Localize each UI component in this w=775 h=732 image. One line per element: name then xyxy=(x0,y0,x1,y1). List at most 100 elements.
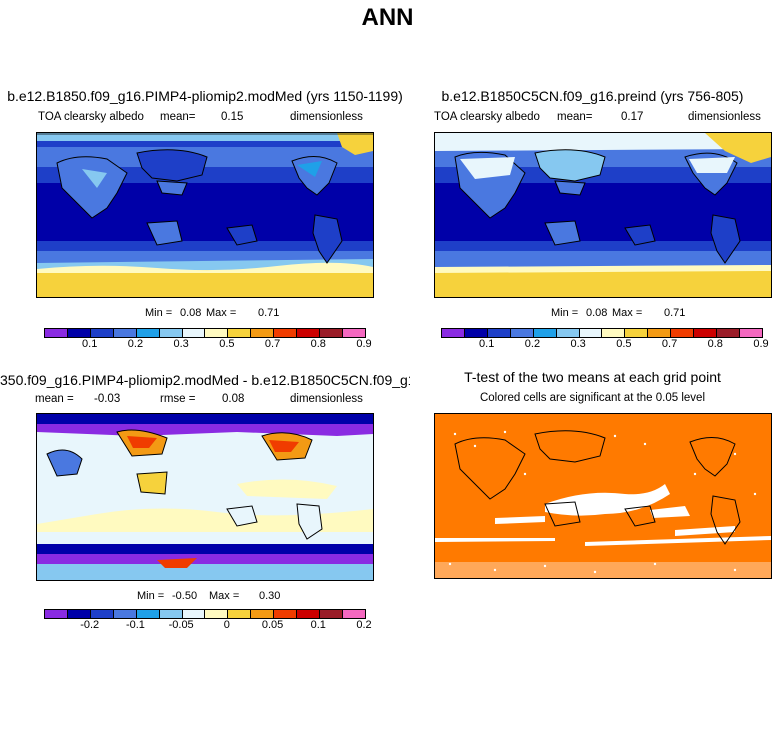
colorbar-swatch xyxy=(182,610,206,618)
panel-3-colorbar xyxy=(44,609,366,619)
colorbar-swatch xyxy=(625,329,649,337)
panel-3-units: dimensionless xyxy=(290,393,363,405)
colorbar-tick-label: 0.1 xyxy=(82,338,98,350)
colorbar-swatch xyxy=(159,329,183,337)
panel-1-units: dimensionless xyxy=(290,111,363,123)
colorbar-swatch xyxy=(579,329,603,337)
colorbar-swatch xyxy=(182,329,206,337)
panel-2-map xyxy=(434,132,772,298)
panel-3-max-label: Max = xyxy=(209,590,240,602)
panel-3-mean-label: mean = xyxy=(35,393,74,405)
colorbar-swatch xyxy=(464,329,488,337)
panel-2-colorbar-ticks: 0.1 0.2 0.3 0.5 0.7 0.8 0.9 xyxy=(441,338,769,352)
colorbar-swatch xyxy=(159,610,183,618)
colorbar-swatch xyxy=(113,610,137,618)
colorbar-swatch xyxy=(442,329,465,337)
panel-1-title: b.e12.B1850.f09_g16.PIMP4-pliomip2.modMe… xyxy=(7,88,403,104)
colorbar-swatch xyxy=(205,329,229,337)
panel-3-min-label: Min = xyxy=(137,590,165,602)
difference-map xyxy=(37,414,373,580)
colorbar-swatch xyxy=(297,329,321,337)
colorbar-swatch xyxy=(717,329,740,337)
albedo-map-1 xyxy=(37,133,373,297)
colorbar-swatch xyxy=(274,610,298,618)
colorbar-swatch xyxy=(67,329,91,337)
colorbar-tick-label: 0.3 xyxy=(173,338,189,350)
panel-2-max: 0.71 xyxy=(664,307,686,319)
colorbar-tick-label: 0.7 xyxy=(661,338,678,350)
colorbar-tick-label: 0.1 xyxy=(310,619,326,631)
colorbar-swatch xyxy=(136,329,160,337)
colorbar-swatch xyxy=(251,329,275,337)
panel-2-min-label: Min = xyxy=(551,307,579,319)
colorbar-swatch xyxy=(320,610,343,618)
colorbar-swatch xyxy=(510,329,534,337)
colorbar-swatch xyxy=(487,329,511,337)
panel-3-rmse-label: rmse = xyxy=(160,393,196,405)
colorbar-tick-label: 0.5 xyxy=(616,338,632,350)
panel-4-map xyxy=(434,413,772,579)
colorbar-swatch xyxy=(45,610,68,618)
colorbar-tick-label: 0.8 xyxy=(310,338,326,350)
colorbar-swatch xyxy=(694,329,718,337)
colorbar-swatch xyxy=(671,329,695,337)
panel-2-colorbar xyxy=(441,328,763,338)
colorbar-swatch xyxy=(90,610,114,618)
colorbar-tick-label: 0.3 xyxy=(570,338,586,350)
panel-1-max: 0.71 xyxy=(258,307,280,319)
panel-1-mean-label: mean= xyxy=(160,111,196,123)
colorbar-tick-label: 0.5 xyxy=(219,338,235,350)
panel-1-mean: 0.15 xyxy=(221,111,244,123)
colorbar-tick-label: 0.1 xyxy=(479,338,495,350)
colorbar-swatch xyxy=(113,329,137,337)
colorbar-swatch xyxy=(228,610,252,618)
colorbar-swatch xyxy=(602,329,626,337)
ttest-significance-map xyxy=(435,414,771,578)
colorbar-swatch xyxy=(297,610,321,618)
panel-3-title: 350.f09_g16.PIMP4-pliomip2.modMed - b.e1… xyxy=(0,372,410,388)
panel-4-subtitle: Colored cells are significant at the 0.0… xyxy=(479,392,705,404)
colorbar-tick-label: 0.2 xyxy=(127,338,144,350)
colorbar-swatch xyxy=(251,610,275,618)
colorbar-swatch xyxy=(739,329,762,337)
colorbar-swatch xyxy=(342,329,365,337)
panel-3-rmse: 0.08 xyxy=(222,393,245,405)
colorbar-tick-label: 0.2 xyxy=(524,338,541,350)
panel-3-max: 0.30 xyxy=(259,590,281,602)
colorbar-tick-label: -0.05 xyxy=(168,619,194,631)
colorbar-swatch xyxy=(228,329,252,337)
colorbar-swatch xyxy=(320,329,343,337)
panel-2-units: dimensionless xyxy=(688,111,761,123)
colorbar-tick-label: 0.7 xyxy=(264,338,281,350)
colorbar-swatch xyxy=(45,329,68,337)
panel-1-max-label: Max = xyxy=(206,307,237,319)
colorbar-tick-label: 0 xyxy=(223,619,230,631)
panel-2-title: b.e12.B1850C5CN.f09_g16.preind (yrs 756-… xyxy=(441,88,744,104)
panel-3-mean: -0.03 xyxy=(94,393,121,405)
colorbar-tick-label: 0.8 xyxy=(707,338,723,350)
panel-2-variable: TOA clearsky albedo xyxy=(434,111,540,123)
colorbar-swatch xyxy=(90,329,114,337)
panel-1-colorbar-ticks: 0.1 0.2 0.3 0.5 0.7 0.8 0.9 xyxy=(44,338,372,352)
panel-2-min: 0.08 xyxy=(586,307,608,319)
colorbar-swatch xyxy=(533,329,557,337)
colorbar-tick-label: 0.9 xyxy=(753,338,769,350)
panel-1-variable: TOA clearsky albedo xyxy=(38,111,144,123)
colorbar-swatch xyxy=(67,610,91,618)
panel-2-mean: 0.17 xyxy=(621,111,644,123)
panel-3-map xyxy=(36,413,374,581)
panel-3-colorbar-ticks: -0.2 -0.1 -0.05 0 0.05 0.1 0.2 xyxy=(44,619,371,633)
panel-1-min: 0.08 xyxy=(180,307,202,319)
panel-1-min-label: Min = xyxy=(145,307,173,319)
panel-3-min: -0.50 xyxy=(172,590,198,602)
colorbar-swatch xyxy=(136,610,160,618)
colorbar-tick-label: -0.2 xyxy=(80,619,100,631)
colorbar-swatch xyxy=(342,610,365,618)
colorbar-tick-label: 0.9 xyxy=(356,338,372,350)
colorbar-swatch xyxy=(274,329,298,337)
colorbar-swatch xyxy=(205,610,229,618)
panel-2-mean-label: mean= xyxy=(557,111,593,123)
panel-1-map xyxy=(36,132,374,298)
colorbar-tick-label: 0.05 xyxy=(261,619,284,631)
colorbar-swatch xyxy=(556,329,580,337)
